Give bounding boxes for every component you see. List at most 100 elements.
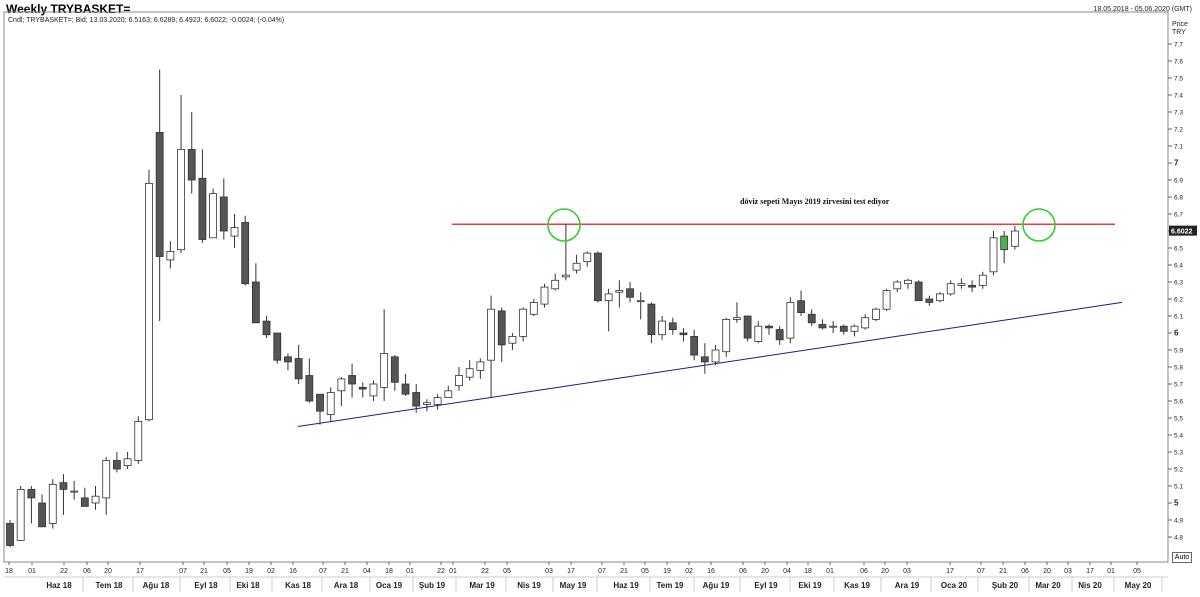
x-month-tick-label: Kas 18 [285, 581, 311, 590]
candle-body [540, 286, 549, 305]
candle-body [113, 460, 121, 470]
x-day-tick-label: 06 [83, 568, 91, 575]
x-day-tick-label: 17 [567, 568, 575, 575]
x-day-tick-label: 01 [406, 568, 414, 575]
candle-body [754, 325, 763, 342]
x-day-tick-label: 22 [60, 568, 68, 575]
x-day-tick-label: 20 [881, 568, 889, 575]
candle-body [487, 308, 495, 361]
x-month-tick-label: Şub 19 [419, 581, 446, 590]
x-month-tick-label: Mar 20 [1035, 581, 1061, 590]
candle-body [818, 324, 827, 329]
candle-body [465, 368, 474, 378]
x-day-tick-label: 03 [1064, 568, 1072, 575]
candle-body [455, 375, 463, 387]
x-day-tick-label: 19 [663, 568, 671, 575]
candle-body [882, 290, 891, 310]
x-month-tick-label: Eki 18 [236, 581, 260, 590]
x-day-tick-label: 07 [598, 568, 606, 575]
candle-body [508, 335, 517, 344]
candle-body [626, 288, 634, 298]
candle-body [583, 252, 592, 263]
candle-body [850, 325, 859, 332]
candle-body [358, 386, 367, 390]
candle-body [177, 148, 185, 251]
x-day-tick-label: 20 [761, 568, 769, 575]
y-tick-label: 4.8 [1174, 535, 1183, 542]
candle-body [978, 274, 987, 286]
candle-body [390, 356, 399, 383]
candle-body [155, 131, 164, 257]
y-tick-label: 7.2 [1174, 127, 1183, 134]
x-month-tick-label: Mar 19 [469, 581, 495, 590]
x-month-tick-label: Ağu 18 [143, 581, 170, 590]
date-range: 18.05.2018 - 05.06.2020 (GMT) [1093, 6, 1192, 13]
last-price-label: 6.6022 [1171, 229, 1193, 236]
plot-frame [3, 11, 1169, 563]
candle-body [187, 148, 196, 181]
candle-body [765, 325, 773, 329]
x-month-tick-label: May 20 [1125, 581, 1152, 590]
support-trendline [297, 301, 1123, 427]
x-day-tick-label: 06 [1021, 568, 1029, 575]
candle-body [807, 313, 816, 324]
y-tick-label: 6.8 [1174, 195, 1183, 202]
x-day-tick-label: 04 [363, 568, 371, 575]
candle-body [59, 482, 68, 490]
candle-body [123, 458, 132, 466]
candle-body [251, 281, 260, 324]
x-day-tick-label: 05 [223, 568, 231, 575]
candle-body [219, 196, 228, 232]
x-day-tick-label: 06 [739, 568, 747, 575]
candle-body [861, 317, 870, 329]
candle-body [871, 308, 880, 320]
candle-body [679, 332, 688, 336]
x-day-tick-label: 07 [179, 568, 187, 575]
y-tick-label: 6 [1174, 329, 1179, 338]
x-month-tick-label: Nis 19 [517, 581, 541, 590]
y-tick-label: 7.1 [1174, 144, 1183, 151]
may-2019-peak-circle [547, 208, 581, 242]
candle-body [839, 325, 848, 332]
x-month-tick-label: Şub 20 [992, 581, 1019, 590]
candle-body [80, 497, 89, 507]
candle-body [519, 308, 528, 337]
x-month-tick-label: Oca 19 [376, 581, 403, 590]
x-day-tick-label: 16 [289, 568, 297, 575]
y-tick-label: 5.5 [1174, 416, 1183, 423]
x-day-tick-label: 21 [200, 568, 208, 575]
y-tick-label: 7.6 [1174, 59, 1183, 66]
candle-body [743, 315, 752, 339]
x-month-tick-label: Haz 19 [613, 581, 639, 590]
x-month-tick-label: Tem 18 [96, 581, 124, 590]
candle-body [284, 356, 292, 363]
candle-body [166, 250, 175, 261]
x-day-tick-label: 21 [341, 568, 349, 575]
candle-body [423, 402, 431, 405]
y-tick-label: 6.9 [1174, 178, 1183, 185]
candle-body [733, 317, 741, 320]
candle-body [380, 352, 389, 388]
x-day-tick-label: 17 [1086, 568, 1094, 575]
x-month-tick-label: Kas 19 [844, 581, 870, 590]
y-tick-label: 7.3 [1174, 110, 1183, 117]
y-tick-label: 4.9 [1174, 518, 1183, 525]
candle-body [134, 420, 143, 461]
y-tick-label: 5 [1174, 499, 1179, 508]
candle-body [700, 356, 709, 363]
candle-body [6, 523, 14, 546]
x-day-tick-label: 03 [545, 568, 553, 575]
x-day-tick-label: 18 [5, 568, 13, 575]
x-day-tick-label: 18 [385, 568, 393, 575]
candle-body [561, 274, 570, 278]
x-month-tick-label: Eyl 19 [754, 581, 778, 590]
candle-body [444, 390, 453, 398]
price-axis-label: Price TRY [1172, 21, 1188, 37]
y-tick-label: 5.4 [1174, 433, 1183, 440]
chart-annotation: döviz sepeti Mayıs 2019 zirvesini test e… [740, 197, 890, 206]
candle-body [476, 361, 485, 371]
candle-body [262, 320, 271, 336]
x-day-tick-label: 07 [319, 568, 327, 575]
auto-scale-button[interactable]: Auto [1172, 552, 1192, 563]
